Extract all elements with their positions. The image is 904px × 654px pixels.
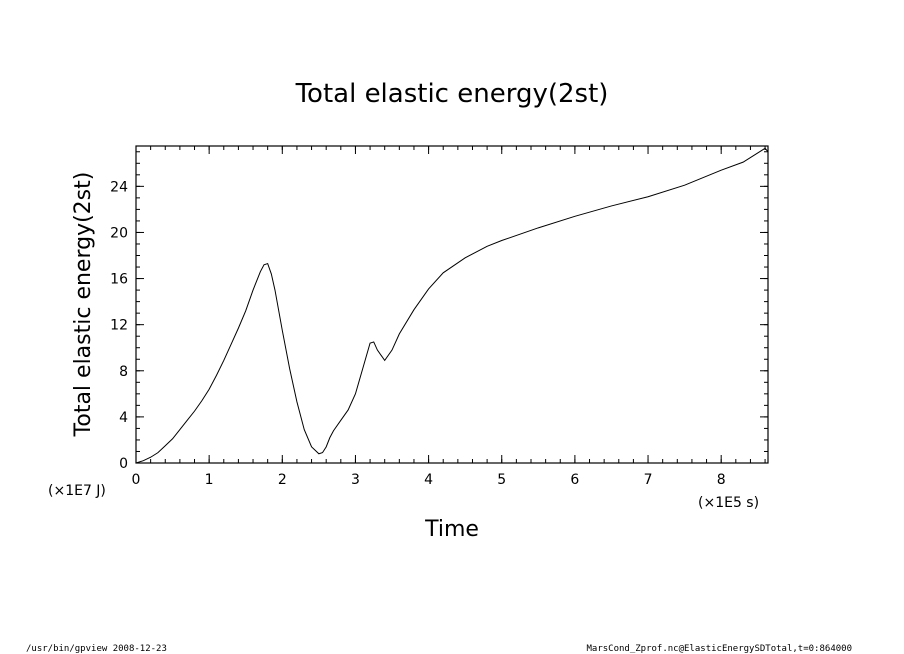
- y-axis-unit: (×1E7 J): [48, 483, 106, 499]
- x-axis-ticks: 0 1 2 3 4 5 6 7 8: [132, 146, 766, 488]
- y-axis-ticks: 0 4 8 12 16 20 24: [110, 151, 768, 472]
- x-tick-label: 0: [132, 472, 141, 488]
- chart-title: Total elastic energy(2st): [295, 79, 609, 109]
- y-tick-label: 4: [119, 410, 128, 426]
- x-axis-label: Time: [424, 517, 479, 542]
- y-axis-label: Total elastic energy(2st): [71, 172, 96, 438]
- series-line: [135, 147, 769, 464]
- footer-left: /usr/bin/gpview 2008-12-23: [26, 644, 167, 654]
- x-tick-label: 7: [644, 472, 653, 488]
- footer-right: MarsCond_Zprof.nc@ElasticEnergySDTotal,t…: [586, 644, 852, 654]
- x-tick-label: 4: [424, 472, 433, 488]
- x-axis-unit: (×1E5 s): [698, 495, 759, 511]
- y-tick-label: 16: [110, 272, 128, 288]
- x-tick-label: 3: [351, 472, 360, 488]
- y-tick-label: 12: [110, 318, 128, 334]
- x-tick-label: 1: [205, 472, 214, 488]
- x-tick-label: 5: [497, 472, 506, 488]
- y-tick-label: 20: [110, 225, 128, 241]
- x-tick-label: 6: [570, 472, 579, 488]
- y-tick-label: 0: [119, 456, 128, 472]
- y-tick-label: 24: [110, 179, 128, 195]
- plot-frame: [135, 145, 769, 464]
- x-tick-label: 2: [278, 472, 287, 488]
- y-tick-label: 8: [119, 364, 128, 380]
- x-tick-label: 8: [717, 472, 726, 488]
